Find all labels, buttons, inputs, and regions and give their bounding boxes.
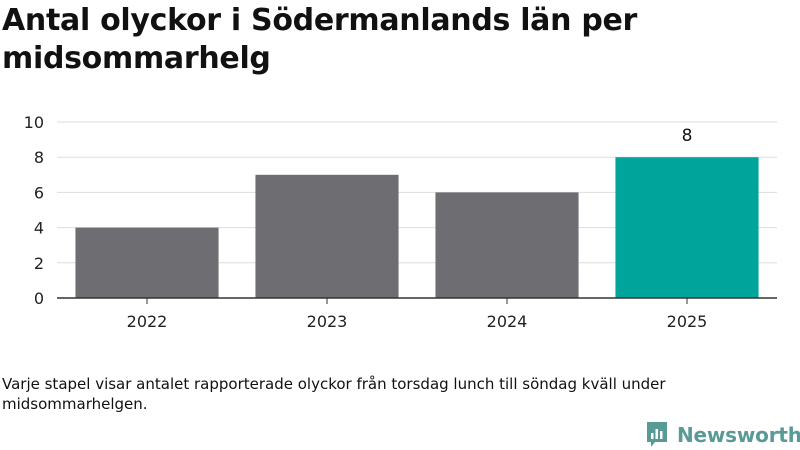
bar-chart-speech-bubble-icon bbox=[647, 422, 667, 447]
bar-chart: 0 2 4 6 8 10 8 2022 2023 2024 2025 bbox=[24, 113, 777, 331]
y-tick-label: 6 bbox=[34, 183, 44, 202]
bar-2025 bbox=[615, 157, 759, 298]
bar-2023 bbox=[255, 174, 399, 298]
value-label-2025: 8 bbox=[682, 126, 693, 146]
x-axis-ticks: 2022 2023 2024 2025 bbox=[127, 298, 708, 331]
x-tick-label: 2024 bbox=[487, 312, 528, 331]
x-tick-label: 2022 bbox=[127, 312, 168, 331]
y-axis-ticks: 0 2 4 6 8 10 bbox=[24, 113, 44, 308]
chart-caption: Varje stapel visar antalet rapporterade … bbox=[2, 375, 666, 413]
bar-2022 bbox=[75, 227, 219, 298]
x-tick-label: 2023 bbox=[307, 312, 348, 331]
y-tick-label: 2 bbox=[34, 254, 44, 273]
y-tick-label: 4 bbox=[34, 219, 44, 238]
x-tick-label: 2025 bbox=[667, 312, 708, 331]
y-tick-label: 8 bbox=[34, 148, 44, 167]
brand-logo: Newsworthy bbox=[645, 420, 800, 450]
chart-title: Antal olyckor i Södermanlands län per mi… bbox=[2, 3, 638, 76]
value-labels: 8 bbox=[682, 126, 693, 146]
brand-name: Newsworthy bbox=[677, 423, 800, 447]
y-tick-label: 10 bbox=[24, 113, 44, 132]
y-tick-label: 0 bbox=[34, 289, 44, 308]
bars bbox=[75, 157, 759, 298]
bar-2024 bbox=[435, 192, 579, 298]
